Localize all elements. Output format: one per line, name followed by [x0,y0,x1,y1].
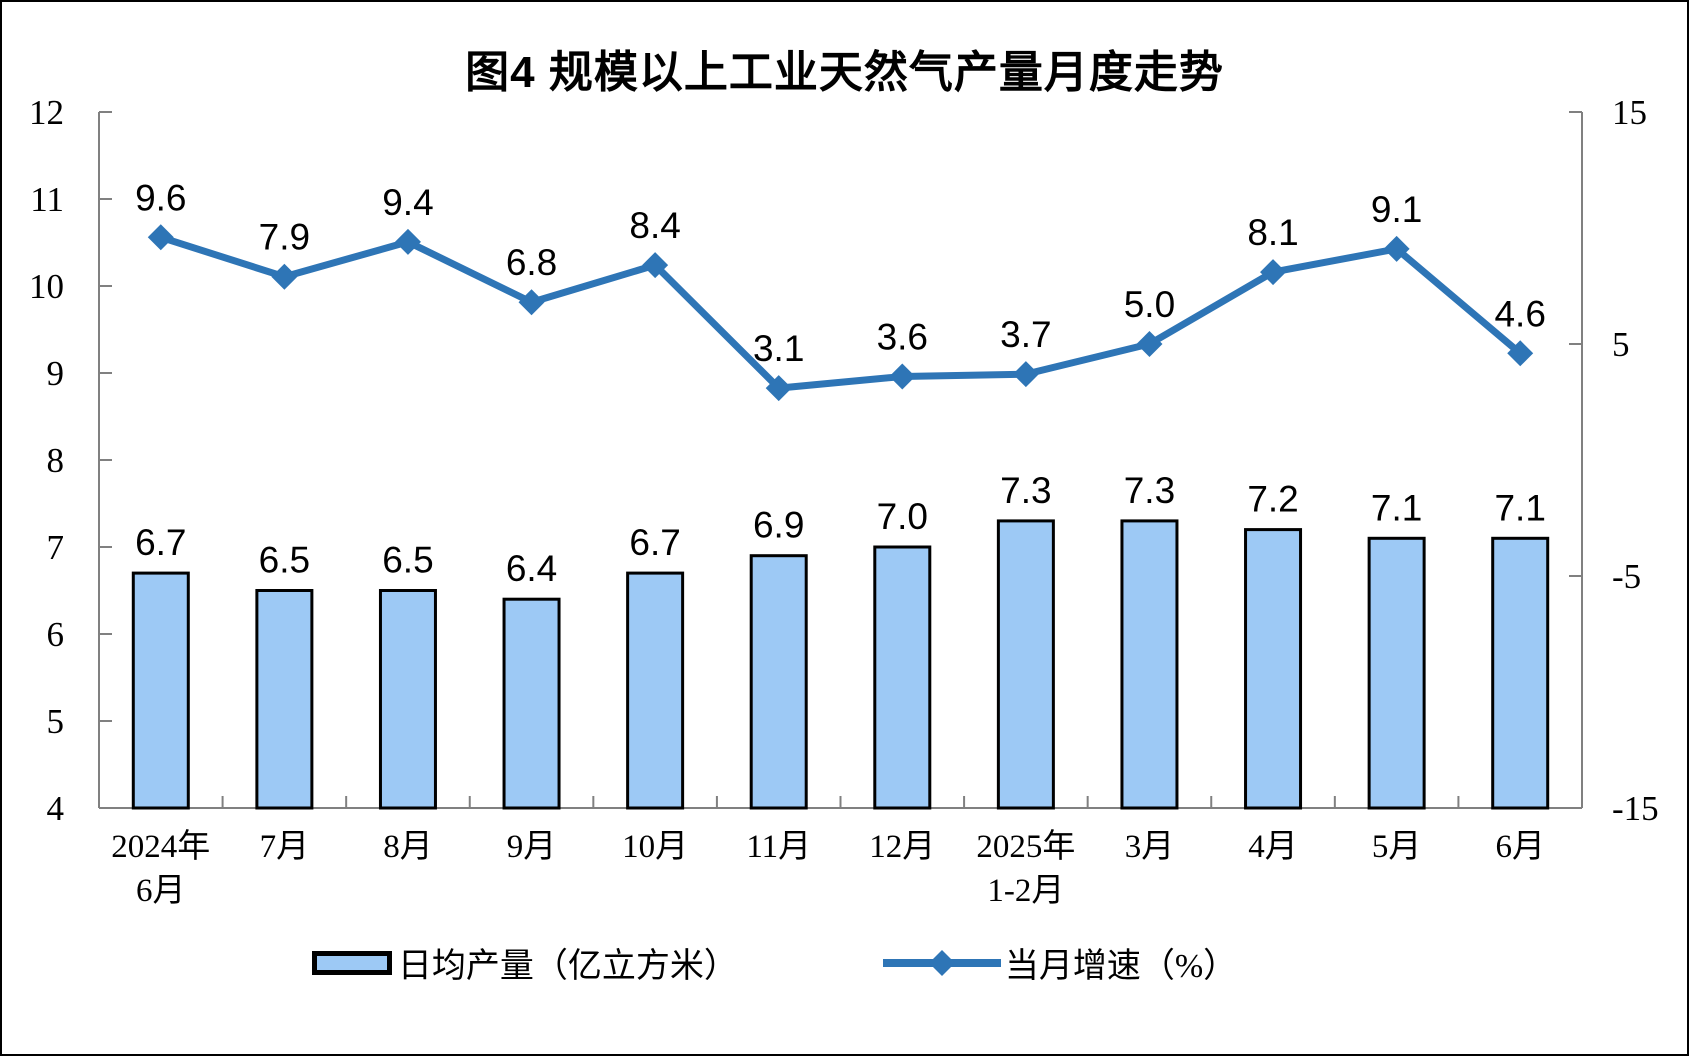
right-axis-tick-label: 5 [1612,325,1630,364]
line-marker-diamond-icon [765,375,792,402]
line-marker-diamond-icon [394,228,421,255]
line-value-label: 9.6 [135,177,186,218]
line-marker-diamond-icon [518,289,545,316]
left-axis-tick-label: 4 [47,789,65,828]
bar-value-label: 7.1 [1371,487,1422,528]
legend-item-line-series: 当月增速（%） [882,938,1238,987]
line-marker-diamond-icon [1383,235,1410,262]
line-value-label: 9.1 [1371,189,1422,230]
bar [255,589,314,810]
bar-value-label: 6.7 [135,522,186,563]
bar [626,571,685,810]
bar-series-swatch-icon [311,950,392,975]
growth-line [157,233,1524,392]
line-value-label: 7.9 [259,217,310,258]
category-label: 2025年 [976,828,1075,865]
line-marker-diamond-icon [271,263,298,290]
legend-diamond-icon [928,949,955,976]
category-label: 7月 [260,829,310,865]
category-label: 4月 [1248,829,1298,865]
left-axis-tick-label: 6 [47,615,65,654]
right-axis-tick-label: -15 [1612,789,1659,828]
line-marker-diamond-icon [642,252,669,279]
line-value-label: 8.1 [1247,212,1298,253]
left-axis-tick-label: 11 [30,180,64,219]
bar-value-label: 7.3 [1000,470,1051,511]
line-value-label: 4.6 [1494,293,1545,334]
line-series-swatch-icon [882,949,1001,976]
bar-value-label: 6.9 [753,505,804,546]
line-value-label: 6.8 [506,242,557,283]
category-label: 2024年 [111,828,210,865]
category-label: 1-2月 [987,873,1064,909]
left-axis-tick-label: 5 [47,702,65,741]
bar [502,597,561,810]
bar-value-label: 6.5 [259,540,310,581]
bar-value-label: 6.7 [629,522,680,563]
line-value-label: 3.6 [877,316,928,357]
bar [378,589,437,810]
bar [749,554,808,810]
legend-item-bar-series: 日均产量（亿立方米） [311,938,738,987]
right-axis-tick-label: -5 [1612,557,1641,596]
category-label: 5月 [1372,829,1422,865]
bar [1491,536,1550,810]
chart-title: 图4 规模以上工业天然气产量月度走势 [465,48,1224,97]
category-label: 10月 [622,829,688,865]
bar-value-label: 7.0 [877,496,928,537]
bar [1244,528,1303,810]
category-label: 9月 [507,829,557,865]
line-value-label: 9.4 [382,182,433,223]
line-value-label: 3.7 [1000,314,1051,355]
bar [1367,536,1426,810]
bar-value-label: 6.4 [506,548,557,589]
category-label: 6月 [136,873,186,909]
line-marker-diamond-icon [1260,259,1287,286]
bar [996,519,1055,810]
right-axis-tick-label: 15 [1612,93,1647,132]
legend-line-series-label: 当月增速（%） [1004,948,1238,985]
bar-value-label: 6.5 [382,540,433,581]
bar [131,571,190,810]
line-marker-diamond-icon [1136,331,1163,357]
left-axis-tick-label: 9 [47,354,65,393]
line-marker-diamond-icon [1507,340,1534,367]
bar [1120,519,1179,810]
line-marker-diamond-icon [1012,361,1039,388]
line-value-label: 3.1 [753,328,804,369]
bar-value-label: 7.3 [1124,470,1175,511]
line-marker-diamond-icon [147,224,174,251]
legend-bar-series-label: 日均产量（亿立方米） [397,948,738,985]
line-value-label: 5.0 [1124,284,1175,325]
category-label: 3月 [1125,829,1175,865]
bar-value-label: 7.2 [1247,479,1298,520]
line-marker-diamond-icon [889,363,916,390]
category-label: 11月 [746,829,811,865]
bar-value-label: 7.1 [1494,487,1545,528]
left-axis-tick-label: 12 [29,93,64,132]
left-axis-tick-label: 7 [47,528,65,567]
category-label: 8月 [383,829,433,865]
line-value-label: 8.4 [629,205,680,246]
category-label: 12月 [869,829,935,865]
legend: 日均产量（亿立方米） 当月增速（%） [2,938,1617,987]
left-axis-tick-label: 8 [47,441,65,480]
category-label: 6月 [1495,829,1545,865]
bar [873,545,932,810]
left-axis-tick-label: 10 [29,267,64,306]
